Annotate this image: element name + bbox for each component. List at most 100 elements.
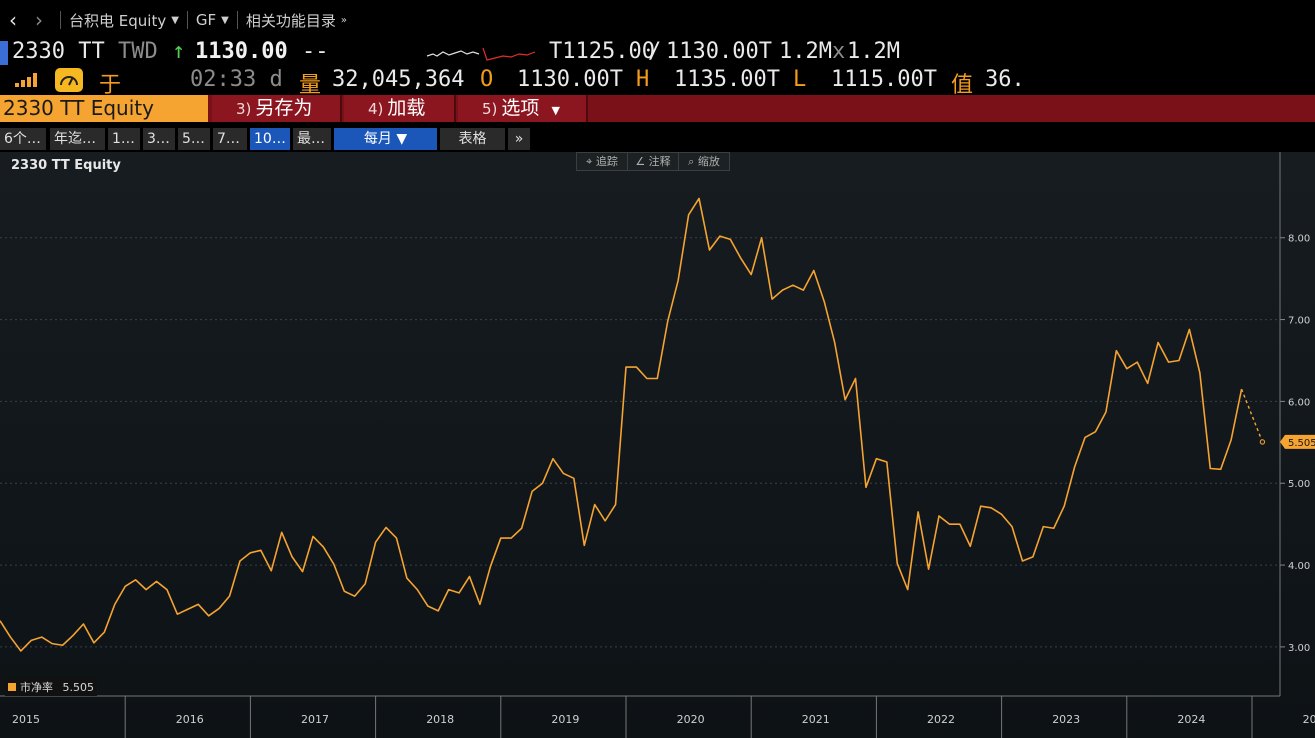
y-tick-label: 4.00 <box>1288 561 1310 572</box>
sparkline-icon <box>426 47 536 61</box>
nav-bar: ‹ › 台积电 Equity ▼ GF ▼ 相关功能目录 » <box>0 0 1315 40</box>
load-button[interactable]: 4) 加载 <box>344 95 456 122</box>
x-tick-label: 2017 <box>301 713 329 726</box>
save-as-number: 3) <box>236 100 252 118</box>
chart-legend[interactable]: 市净率 5.505 <box>5 678 97 696</box>
x-tick-label: 2024 <box>1177 713 1205 726</box>
options-label: 选项 <box>501 97 540 119</box>
x-tick-label: 2023 <box>1052 713 1080 726</box>
series-line <box>0 197 1243 652</box>
up-arrow-icon: ↑ <box>172 39 186 64</box>
x-tick-label: 2020 <box>677 713 705 726</box>
value-label: 值 <box>951 73 974 98</box>
last-value-badge <box>1280 434 1315 449</box>
options-button[interactable]: 5) 选项 ▼ <box>458 95 588 122</box>
tab-5y[interactable]: 5… <box>178 128 210 150</box>
caret-down-icon: ▼ <box>551 104 560 117</box>
high-value: 1135.00T <box>674 67 780 92</box>
last-point-marker <box>1259 439 1266 445</box>
ask-price: 1130.00T <box>666 39 772 64</box>
save-as-label: 另存为 <box>255 97 313 119</box>
x-tick-label: 2021 <box>802 713 830 726</box>
chevron-right-icon[interactable]: › <box>35 8 43 32</box>
open-value: 1130.00T <box>517 67 623 92</box>
security-ticker-box[interactable]: 2330 TT Equity <box>0 95 208 122</box>
y-tick-label: 7.00 <box>1288 316 1310 327</box>
low-value: 1115.00T <box>831 67 937 92</box>
last-price: 1130.00 <box>195 39 288 64</box>
x-tick-label: 2025 <box>1303 713 1315 726</box>
line-chart[interactable]: 3.00 4.00 5.00 6.00 7.00 8.00 2015 2016 2017 2018… <box>0 152 1315 738</box>
track-tool-button[interactable]: ⌖ 追踪 <box>577 153 628 170</box>
legend-swatch <box>8 683 16 691</box>
y-tick-label: 6.00 <box>1288 397 1310 408</box>
fund-dropdown[interactable]: GF ▼ <box>196 11 229 29</box>
security-dropdown[interactable]: 台积电 Equity ▼ <box>69 10 179 31</box>
options-number: 5) <box>482 100 498 118</box>
caret-down-icon: ▼ <box>221 14 229 26</box>
fund-label: GF <box>195 11 217 29</box>
ticker: 2330 TT <box>12 39 105 64</box>
zoom-tool-button[interactable]: ⌕ 缩放 <box>688 155 720 168</box>
y-tick-label: 8.00 <box>1288 234 1310 245</box>
tab-1y[interactable]: 1… <box>108 128 140 150</box>
table-button[interactable]: 表格 <box>440 128 505 150</box>
save-as-button[interactable]: 3) 另存为 <box>212 95 342 122</box>
last-trade-time: 02:33 d <box>190 67 283 92</box>
chevron-left-icon[interactable]: ‹ <box>9 8 17 32</box>
x-tick-label: 2018 <box>426 713 454 726</box>
more-icon[interactable]: » <box>508 128 530 150</box>
high-label: H <box>636 67 650 92</box>
quote-line-2: 于 02:33 d 量 32,045,364 O 1130.00T H 1135… <box>0 66 1315 98</box>
y-tick-label: 3.00 <box>1288 643 1310 654</box>
bid-price: T1125.00 <box>549 39 655 64</box>
size-separator: x <box>832 39 846 64</box>
low-label: L <box>793 67 807 92</box>
price-change: -- <box>302 39 329 64</box>
y-tick-label: 5.00 <box>1288 479 1310 490</box>
nav-divider <box>236 11 238 29</box>
gauge-icon[interactable] <box>54 67 84 93</box>
security-label: 台积电 Equity <box>69 11 167 30</box>
bid-size: 1.2M <box>779 39 832 64</box>
currency: TWD <box>118 39 158 64</box>
signal-bars-icon <box>15 73 37 87</box>
legend-value: 5.505 <box>62 681 95 694</box>
nav-divider <box>186 11 188 29</box>
x-tick-label: 2015 <box>12 713 40 726</box>
related-label: 相关功能目录 <box>245 11 336 30</box>
tab-max[interactable]: 最… <box>293 128 331 150</box>
traded-value: 36. <box>985 67 1025 92</box>
load-label: 加载 <box>387 97 426 119</box>
x-tick-label: 2022 <box>927 713 955 726</box>
command-bar: 2330 TT Equity 3) 另存为 4) 加载 5) 选项 ▼ <box>0 95 1315 122</box>
volume-label: 量 <box>299 73 322 98</box>
open-label: O <box>480 67 494 92</box>
quote-line-1: 2330 TT TWD ↑ 1130.00 -- T1125.00 / 1130… <box>0 39 1315 66</box>
last-value-label: 5.505 <box>1288 438 1315 449</box>
double-chevron-down-icon: » <box>340 14 348 26</box>
x-tick-label: 2016 <box>176 713 204 726</box>
annotate-tool-button[interactable]: ∠ 注释 <box>628 153 679 170</box>
tab-7y[interactable]: 7… <box>213 128 247 150</box>
period-dropdown[interactable]: 每月 ▼ <box>334 128 437 150</box>
volume-value: 32,045,364 <box>332 67 465 92</box>
security-color-marker <box>0 41 8 65</box>
tab-10y[interactable]: 10… <box>250 128 290 150</box>
tab-6m[interactable]: 6个… <box>0 128 46 150</box>
bid-ask-separator: / <box>648 39 662 64</box>
chart-title: 2330 TT Equity <box>11 158 121 173</box>
ask-size: 1.2M <box>847 39 900 64</box>
caret-down-icon: ▼ <box>171 14 179 26</box>
load-number: 4) <box>368 100 384 118</box>
x-tick-label: 2019 <box>551 713 579 726</box>
range-tabs: 6个… 年迄… 1… 3… 5… 7… 10… 最… 每月 ▼ 表格 » <box>0 127 1315 151</box>
tab-3y[interactable]: 3… <box>143 128 175 150</box>
time-label: 于 <box>99 73 122 98</box>
projection-line <box>1240 388 1264 443</box>
chart-panel: 3.00 4.00 5.00 6.00 7.00 8.00 2015 2016 2017 2018… <box>0 152 1315 738</box>
legend-label: 市净率 <box>20 681 53 694</box>
tab-ytd[interactable]: 年迄… <box>50 128 105 150</box>
related-functions-menu[interactable]: 相关功能目录 » <box>246 10 347 31</box>
chart-toolbar: ⌖ 追踪 ∠ 注释 ⌕ 缩放 <box>576 152 730 171</box>
